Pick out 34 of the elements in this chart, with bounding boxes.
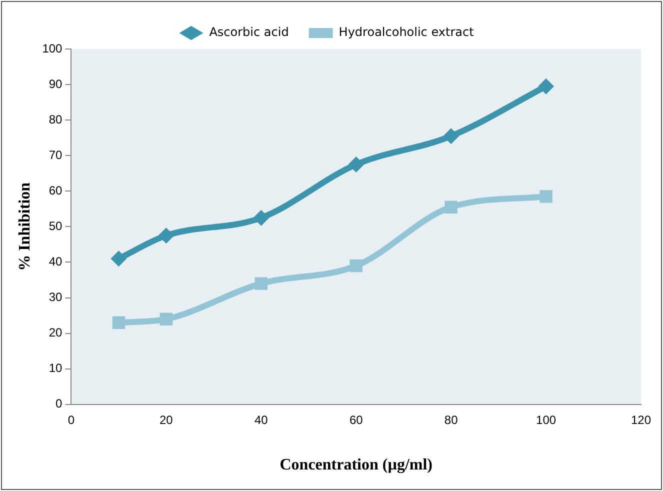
point	[158, 228, 174, 244]
y-tick-label: 40	[48, 254, 63, 269]
y-tick-label: 90	[48, 76, 63, 91]
point	[444, 200, 458, 214]
x-axis-title: Concentration (µg/ml)	[280, 456, 432, 474]
legend-label: Ascorbic acid	[209, 25, 289, 40]
point	[348, 156, 364, 173]
x-tick-label: 60	[349, 412, 364, 427]
x-tick-label: 120	[630, 412, 652, 427]
y-tick-label: 80	[48, 112, 63, 126]
y-tick-label: 50	[48, 219, 63, 234]
point	[350, 259, 362, 272]
point	[112, 316, 126, 330]
y-tick-label: 30	[48, 290, 63, 304]
y-tick-label: 10	[48, 361, 63, 376]
point	[110, 250, 127, 267]
point	[160, 312, 173, 326]
y-tick-label: 60	[48, 183, 63, 198]
y-tick-label: 100	[42, 41, 63, 56]
point	[254, 277, 268, 290]
y-axis-title: % Inhibition	[16, 182, 34, 271]
x-tick-label: 20	[160, 412, 174, 427]
x-tick-label: 0	[68, 412, 75, 427]
legend-label: Hydroalcoholic extract	[338, 25, 474, 40]
x-tick-label: 100	[536, 412, 556, 427]
point	[443, 128, 460, 144]
y-tick-label: 70	[48, 148, 63, 162]
point	[253, 210, 270, 226]
point	[540, 190, 552, 203]
point	[538, 78, 554, 94]
x-tick-label: 40	[254, 412, 268, 427]
x-tick-label: 80	[444, 412, 458, 427]
y-tick-label: 20	[48, 326, 63, 340]
y-tick-label: 0	[56, 396, 63, 411]
